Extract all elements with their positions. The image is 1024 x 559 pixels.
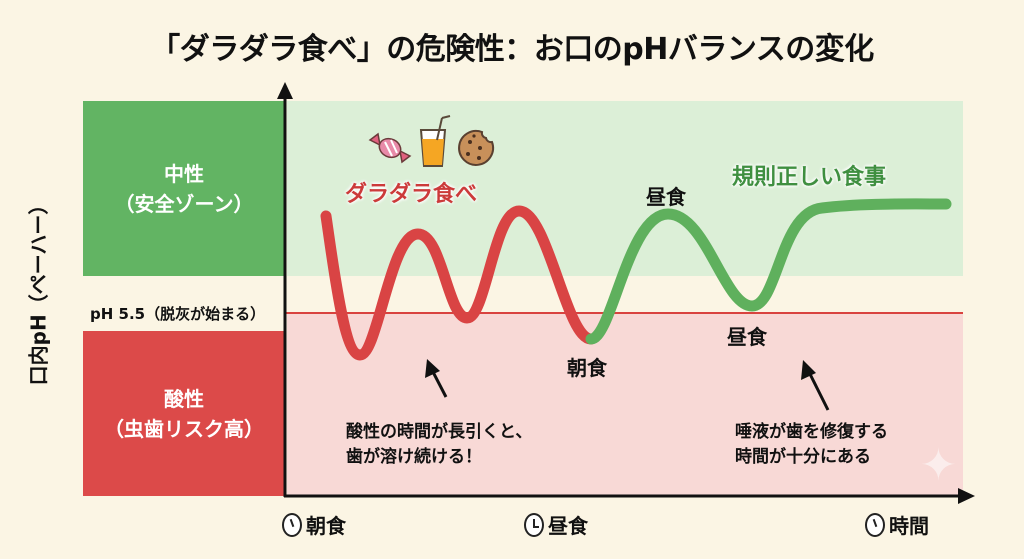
snacking-series-label: ダラダラ食べ [345, 182, 478, 207]
regular-series-label: 規則正しい食事 [732, 165, 887, 190]
annotation-left-line1: 酸性の時間が長引くと、 [346, 422, 533, 442]
annotation-right-line1: 唾液が歯を修復する [735, 422, 888, 442]
x-tick-label: 昼食 [548, 514, 588, 538]
x-tick-breakfast: 朝食 [282, 510, 346, 539]
lunch-peak-label: 昼食 [646, 185, 686, 209]
annotation-left-line2: 歯が溶け続ける！ [346, 447, 482, 467]
candy-icon [368, 132, 412, 164]
clock-icon [865, 512, 885, 537]
x-tick-time: 時間 [865, 510, 929, 539]
lunch-trough-label: 昼食 [727, 325, 767, 349]
neutral-zone-block: 中性 （安全ゾーン） [83, 101, 285, 276]
acidic-zone-subtitle: （虫歯リスク高） [104, 416, 264, 441]
clock-icon [282, 512, 302, 537]
regular-meals-curve [585, 198, 952, 345]
annotation-right: 唾液が歯を修復する 時間が十分にある [735, 420, 888, 470]
annotation-right-line2: 時間が十分にある [735, 447, 871, 467]
clock-icon [524, 512, 544, 537]
x-tick-lunch: 昼食 [524, 510, 588, 539]
acidic-zone-block: 酸性 （虫歯リスク高） [83, 331, 285, 496]
acidic-band [287, 314, 963, 496]
neutral-zone-title: 中性 [164, 161, 204, 186]
sparkle-watermark-icon: ✦ [920, 440, 957, 491]
arrow-left [425, 359, 448, 398]
breakfast-trough-label: 朝食 [567, 356, 607, 380]
acidic-zone-title: 酸性 [164, 386, 204, 411]
snacking-curve [320, 205, 597, 361]
ph-threshold-line [285, 312, 963, 314]
x-axis [284, 488, 975, 504]
threshold-label: pH 5.5（脱灰が始まる） [90, 305, 266, 323]
juice-icon [419, 115, 451, 167]
arrow-right [801, 360, 830, 411]
y-axis [277, 82, 293, 497]
x-tick-label: 朝食 [306, 514, 346, 538]
cookie-icon [458, 129, 495, 166]
chart-title: 「ダラダラ食べ」の危険性：お口のpHバランスの変化 [150, 32, 874, 67]
annotation-left: 酸性の時間が長引くと、 歯が溶け続ける！ [346, 420, 532, 470]
x-tick-label: 時間 [889, 514, 929, 538]
neutral-zone-subtitle: （安全ゾーン） [114, 191, 254, 216]
